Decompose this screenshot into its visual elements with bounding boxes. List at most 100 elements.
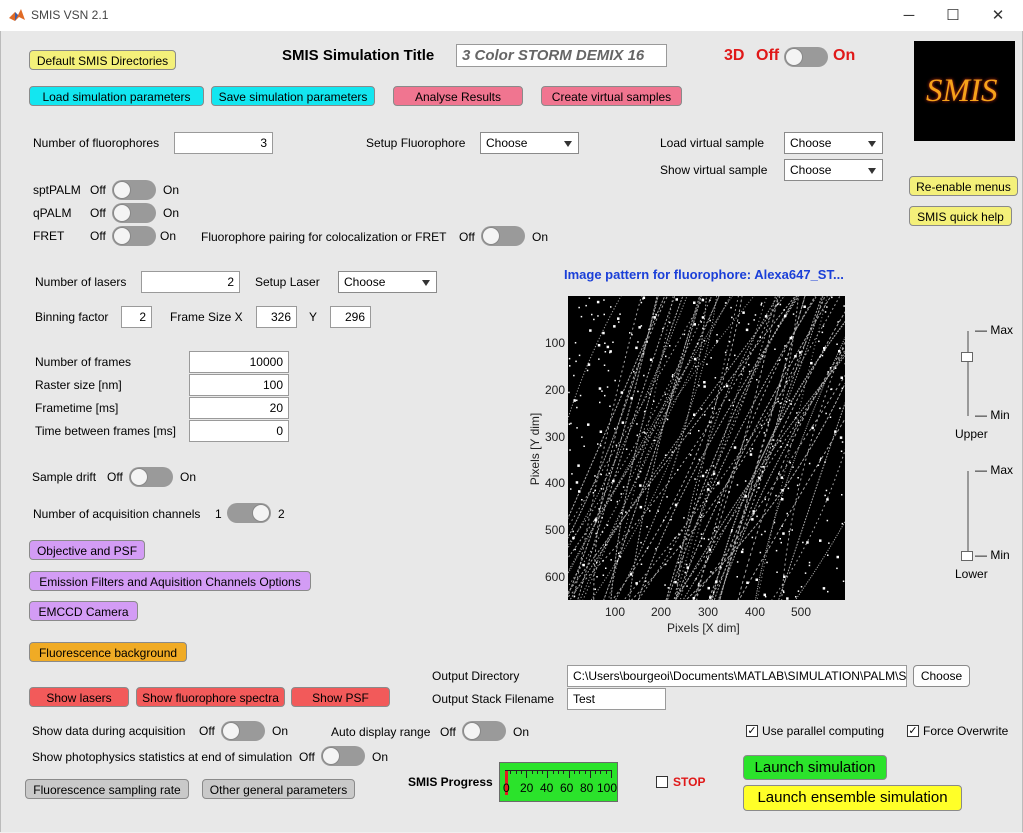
auto-range-toggle[interactable]	[462, 721, 506, 741]
binning-label: Binning factor	[35, 310, 109, 324]
objective-psf-button[interactable]: Objective and PSF	[29, 540, 145, 560]
setup-fluorophore-dropdown[interactable]: Choose	[480, 132, 579, 154]
frame-size-x-label: Frame Size X	[170, 310, 243, 324]
photophysics-toggle[interactable]	[321, 746, 365, 766]
upper-slider-track[interactable]	[967, 331, 969, 416]
show-data-toggle[interactable]	[221, 721, 265, 741]
sample-drift-label: Sample drift	[32, 470, 97, 484]
quick-help-button[interactable]: SMIS quick help	[909, 206, 1012, 226]
close-icon[interactable]: ✕	[991, 7, 1005, 24]
photophysics-off-label: Off	[299, 750, 315, 764]
other-parameters-button[interactable]: Other general parameters	[202, 779, 355, 799]
y-tick: 400	[545, 476, 566, 490]
num-frames-label: Number of frames	[35, 355, 132, 369]
choose-directory-button[interactable]: Choose	[913, 665, 970, 687]
progress-needle	[505, 771, 508, 795]
parallel-checkbox[interactable]: ✓	[746, 725, 758, 737]
output-stack-label: Output Stack Filename	[432, 692, 555, 706]
reenable-menus-button[interactable]: Re-enable menus	[909, 176, 1018, 196]
simulation-title-input[interactable]: 3 Color STORM DEMIX 16	[456, 44, 667, 67]
y-tick: 300	[545, 430, 566, 444]
upper-slider-thumb[interactable]	[961, 351, 973, 362]
emccd-camera-button[interactable]: EMCCD Camera	[29, 601, 138, 621]
launch-ensemble-button[interactable]: Launch ensemble simulation	[743, 785, 962, 811]
load-parameters-button[interactable]: Load simulation parameters	[29, 86, 204, 106]
stop-checkbox[interactable]	[656, 776, 668, 788]
x-tick: 300	[698, 605, 719, 619]
frametime-input[interactable]: 20	[189, 397, 289, 419]
launch-simulation-button[interactable]: Launch simulation	[743, 755, 887, 780]
fret-toggle[interactable]	[112, 226, 156, 246]
x-tick: 500	[791, 605, 812, 619]
num-lasers-input[interactable]: 2	[141, 271, 240, 293]
sptpalm-label: sptPALM	[33, 183, 81, 197]
num-frames-input[interactable]: 10000	[189, 351, 289, 373]
show-lasers-button[interactable]: Show lasers	[29, 687, 129, 707]
setup-fluorophore-label: Setup Fluorophore	[366, 136, 466, 150]
output-stack-input[interactable]: Test	[567, 688, 666, 710]
frame-size-y-input[interactable]: 296	[330, 306, 371, 328]
show-data-off-label: Off	[199, 724, 215, 738]
frametime-label: Frametime [ms]	[35, 401, 119, 415]
num-fluorophores-input[interactable]: 3	[174, 132, 273, 154]
chevron-down-icon	[564, 141, 572, 147]
save-parameters-button[interactable]: Save simulation parameters	[211, 86, 375, 106]
num-fluorophores-label: Number of fluorophores	[33, 136, 160, 150]
title-bar: SMIS VSN 2.1 ─ ☐ ✕	[0, 0, 1023, 32]
window-title: SMIS VSN 2.1	[31, 8, 109, 22]
pairing-label: Fluorophore pairing for colocalization o…	[201, 230, 447, 244]
lower-slider-track[interactable]	[967, 471, 969, 556]
show-psf-button[interactable]: Show PSF	[291, 687, 390, 707]
num-lasers-label: Number of lasers	[35, 275, 127, 289]
setup-laser-label: Setup Laser	[255, 275, 320, 289]
auto-range-on-label: On	[513, 725, 530, 739]
raster-size-input[interactable]: 100	[189, 374, 289, 396]
upper-slider-label: Upper	[955, 427, 988, 441]
sampling-rate-button[interactable]: Fluorescence sampling rate	[25, 779, 189, 799]
output-directory-input[interactable]: C:\Users\bourgeoi\Documents\MATLAB\SIMUL…	[567, 665, 907, 687]
channels-1-label: 1	[215, 507, 222, 521]
load-virtual-sample-dropdown[interactable]: Choose	[784, 132, 883, 154]
analyse-results-button[interactable]: Analyse Results	[393, 86, 523, 106]
parallel-label: Use parallel computing	[762, 724, 885, 738]
emission-filters-button[interactable]: Emission Filters and Aquisition Channels…	[29, 571, 311, 591]
sample-drift-toggle[interactable]	[129, 467, 173, 487]
qpalm-label: qPALM	[33, 206, 72, 220]
stop-label: STOP	[673, 775, 706, 789]
lower-slider-thumb[interactable]	[961, 551, 973, 561]
y-tick: 200	[545, 383, 566, 397]
3d-label: 3D	[724, 47, 745, 64]
fluorescence-background-button[interactable]: Fluorescence background	[29, 642, 187, 662]
create-virtual-samples-button[interactable]: Create virtual samples	[541, 86, 682, 106]
chevron-down-icon	[868, 141, 876, 147]
acquisition-channels-label: Number of acquisition channels	[33, 507, 201, 521]
upper-max-label: — Max	[975, 323, 1014, 337]
fret-label: FRET	[33, 229, 65, 243]
force-overwrite-checkbox[interactable]: ✓	[907, 725, 919, 737]
show-data-on-label: On	[272, 724, 289, 738]
pairing-toggle[interactable]	[481, 226, 525, 246]
acquisition-channels-toggle[interactable]	[227, 503, 271, 523]
setup-laser-dropdown[interactable]: Choose	[338, 271, 437, 293]
matlab-icon	[9, 9, 25, 21]
show-virtual-sample-dropdown[interactable]: Choose	[784, 159, 883, 181]
show-spectra-button[interactable]: Show fluorophore spectra	[136, 687, 285, 707]
maximize-icon[interactable]: ☐	[946, 7, 960, 24]
output-directory-label: Output Directory	[432, 669, 520, 683]
sptpalm-toggle[interactable]	[112, 180, 156, 200]
binning-input[interactable]: 2	[121, 306, 152, 328]
lower-slider-label: Lower	[955, 567, 988, 581]
y-axis-label: Pixels [Y dim]	[528, 412, 542, 486]
qpalm-toggle[interactable]	[112, 203, 156, 223]
raster-size-label: Raster size [nm]	[35, 378, 122, 392]
frame-size-y-label: Y	[309, 310, 318, 324]
channels-2-label: 2	[278, 507, 285, 521]
time-between-frames-input[interactable]: 0	[189, 420, 289, 442]
frame-size-x-input[interactable]: 326	[256, 306, 297, 328]
image-pattern-title: Image pattern for fluorophore: Alexa647_…	[564, 267, 844, 282]
3d-toggle[interactable]	[784, 47, 828, 67]
default-directories-button[interactable]: Default SMIS Directories	[29, 50, 176, 70]
minimize-icon[interactable]: ─	[903, 7, 915, 24]
3d-off-label: Off	[756, 47, 780, 64]
smis-logo: SMIS	[914, 41, 1015, 141]
